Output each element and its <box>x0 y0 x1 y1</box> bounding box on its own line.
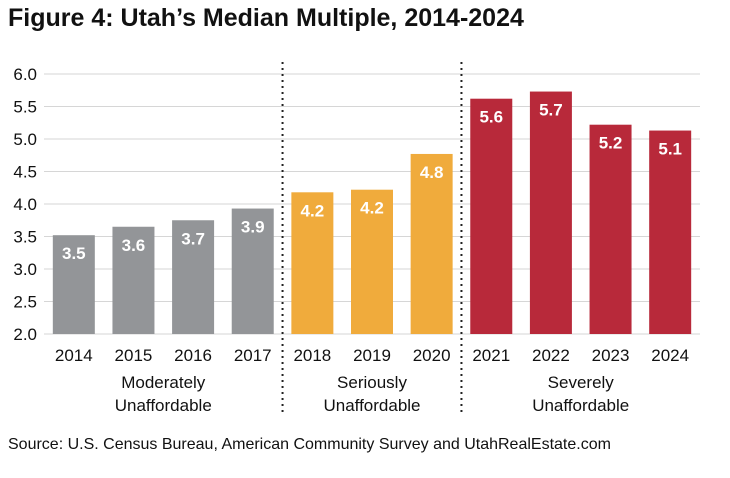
bars: 3.5 3.6 3.7 3.9 4.2 4.2 4.8 5.6 5.7 5.2 5.1 <box>52 91 692 334</box>
data-label-2022: 5.7 <box>539 101 563 120</box>
source-note: Source: U.S. Census Bureau, American Com… <box>8 436 611 453</box>
y-tick-label: 3.5 <box>13 228 37 247</box>
x-tick-label-2014: 2014 <box>55 346 93 365</box>
group-dividers <box>281 62 463 414</box>
x-tick-label-2020: 2020 <box>413 346 451 365</box>
x-tick-label-2016: 2016 <box>174 346 212 365</box>
data-label-2023: 5.2 <box>599 134 623 153</box>
y-axis: 6.0 5.5 5.0 4.5 4.0 3.5 3.0 2.5 2.0 <box>13 65 37 344</box>
bar-2018 <box>291 192 334 334</box>
group-label-line1: Severely <box>548 373 615 392</box>
x-tick-label-2017: 2017 <box>234 346 272 365</box>
bar-2019 <box>351 189 393 334</box>
bar-chart: 6.0 5.5 5.0 4.5 4.0 3.5 3.0 2.5 2.0 3.5 3.6 3.7 3.9… <box>13 62 700 415</box>
data-label-2018: 4.2 <box>301 201 325 220</box>
y-tick-label: 2.0 <box>13 325 37 344</box>
bar-2023 <box>589 124 632 334</box>
group-label-line2: Unaffordable <box>323 396 420 415</box>
bar-2017 <box>231 208 274 334</box>
data-label-2016: 3.7 <box>181 229 205 248</box>
bar-2020 <box>410 153 453 334</box>
chart-title: Figure 4: Utah’s Median Multiple, 2014-2… <box>8 4 524 32</box>
y-tick-label: 4.5 <box>13 163 37 182</box>
group-label-line2: Unaffordable <box>532 396 629 415</box>
x-tick-label-2021: 2021 <box>472 346 510 365</box>
bar-2024 <box>649 130 692 334</box>
data-label-2017: 3.9 <box>241 218 265 237</box>
x-tick-label-2019: 2019 <box>353 346 391 365</box>
bar-2022 <box>529 91 572 334</box>
group-labels: Moderately Unaffordable Seriously Unafforda… <box>115 373 630 415</box>
x-tick-label-2015: 2015 <box>115 346 153 365</box>
data-label-2021: 5.6 <box>479 108 503 127</box>
data-label-2015: 3.6 <box>122 236 146 255</box>
x-tick-label-2024: 2024 <box>651 346 689 365</box>
group-label-line1: Moderately <box>121 373 206 392</box>
x-tick-label-2022: 2022 <box>532 346 570 365</box>
data-label-2019: 4.2 <box>360 199 384 218</box>
data-label-2024: 5.1 <box>658 140 682 159</box>
bar-2021 <box>470 98 513 334</box>
y-tick-label: 2.5 <box>13 293 37 312</box>
y-tick-label: 3.0 <box>13 260 37 279</box>
y-tick-label: 5.5 <box>13 98 37 117</box>
x-tick-label-2018: 2018 <box>293 346 331 365</box>
group-label-line1: Seriously <box>337 373 407 392</box>
bar-2016 <box>172 220 215 334</box>
bar-2015 <box>112 226 155 334</box>
y-tick-label: 4.0 <box>13 195 37 214</box>
data-label-2014: 3.5 <box>62 244 86 263</box>
bar-2014 <box>52 235 95 334</box>
x-tick-label-2023: 2023 <box>592 346 630 365</box>
data-label-2020: 4.8 <box>420 163 444 182</box>
group-label-line2: Unaffordable <box>115 396 212 415</box>
y-tick-label: 6.0 <box>13 65 37 84</box>
y-tick-label: 5.0 <box>13 130 37 149</box>
x-axis: 2014 2015 2016 2017 2018 2019 2020 2021 2022 2023… <box>55 346 689 365</box>
